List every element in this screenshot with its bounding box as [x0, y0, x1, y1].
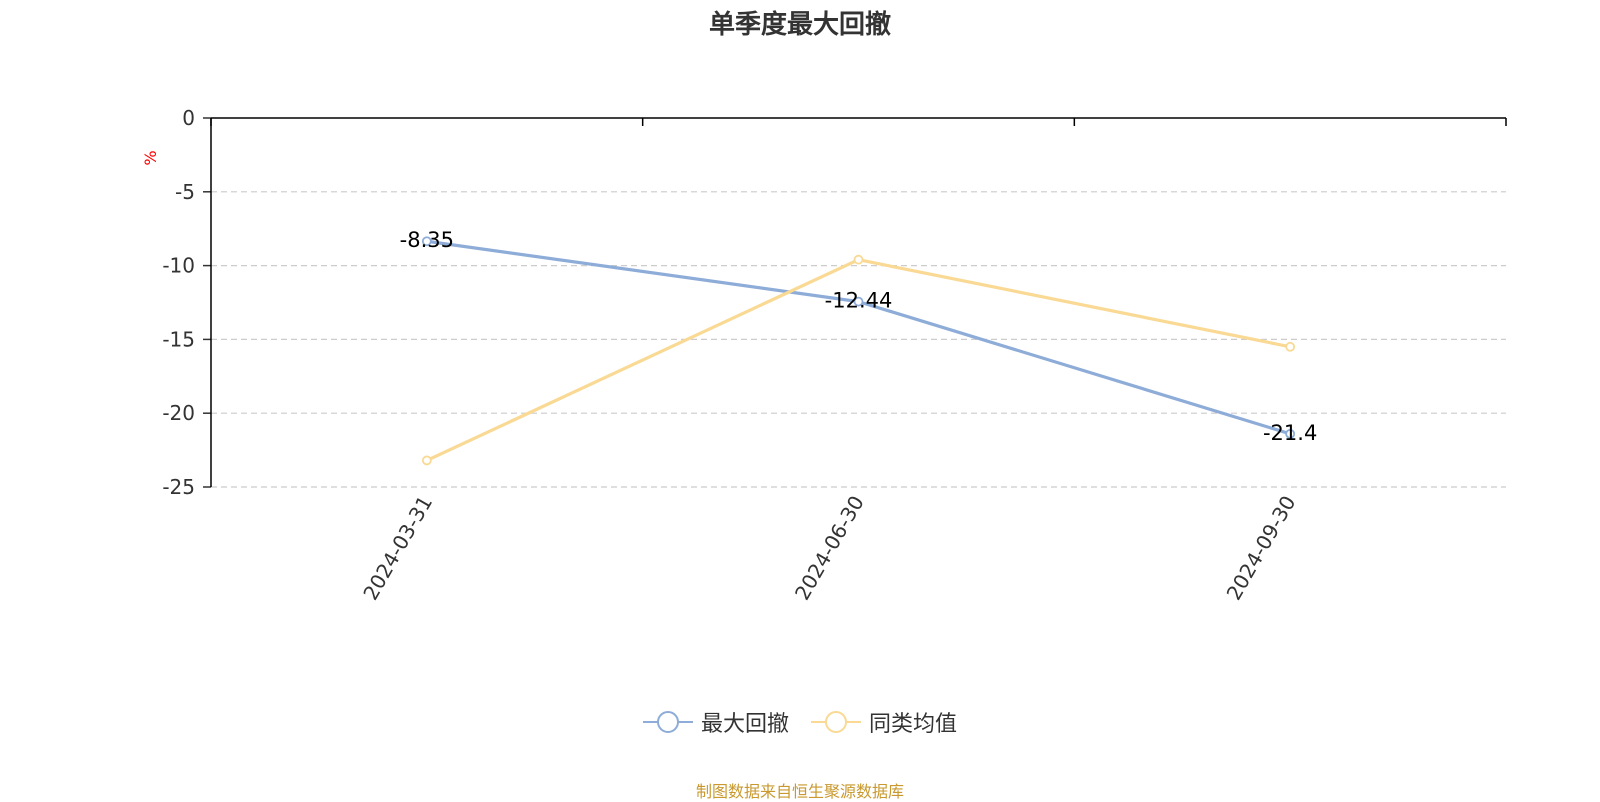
y-tick-label: 0 — [182, 106, 195, 130]
x-tick-label: 2024-09-30 — [1222, 492, 1301, 605]
y-tick-label: -10 — [162, 254, 195, 278]
data-labels: -8.35 -12.44 -21.4 — [400, 228, 1318, 445]
series-point — [853, 254, 864, 265]
y-tick-label: -25 — [162, 475, 195, 499]
axes: 0 -5 -10 -15 -20 -25% 2024-03-31 2024-06-30 2024… — [141, 106, 1507, 605]
legend: 最大回撤 同类均值 — [0, 706, 1600, 738]
series-point — [421, 455, 432, 466]
series-point — [853, 296, 864, 307]
series-line-1 — [426, 239, 1291, 436]
x-tick-label: 2024-06-30 — [790, 492, 869, 605]
legend-marker — [656, 711, 679, 733]
grid-lines — [211, 191, 1506, 488]
y-tick-label: -5 — [175, 180, 195, 204]
series-point — [421, 236, 432, 247]
data-label: -8.35 — [400, 228, 454, 252]
data-label: -12.44 — [825, 289, 893, 313]
legend-line-circle-icon — [642, 711, 693, 733]
legend-item-1[interactable]: 最大回撤 — [642, 706, 789, 738]
legend-label: 最大回撤 — [700, 712, 789, 737]
legend-item-2[interactable]: 同类均值 — [811, 706, 957, 738]
series-point — [1285, 341, 1296, 352]
data-source-note: 制图数据来自恒生聚源数据库 — [695, 782, 904, 801]
chart-title: 单季度最大回撤 — [708, 10, 891, 40]
x-tick-label: 2024-03-31 — [358, 492, 437, 605]
legend-line-circle-icon — [811, 711, 861, 733]
series-lines — [421, 236, 1296, 466]
data-label: -21.4 — [1263, 421, 1317, 445]
y-tick-label: -20 — [162, 401, 195, 425]
legend-label: 同类均值 — [869, 712, 958, 737]
y-tick-label: -15 — [162, 327, 195, 351]
series-point — [1285, 428, 1296, 439]
y-axis-unit: % — [141, 150, 160, 165]
legend-marker — [825, 711, 847, 733]
